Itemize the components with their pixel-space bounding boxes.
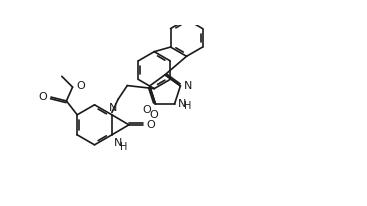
Text: O: O [142,105,151,115]
Text: O: O [150,110,158,120]
Text: O: O [39,92,47,102]
Text: H: H [120,142,128,152]
Text: N: N [184,81,193,91]
Text: O: O [76,81,85,91]
Text: N: N [114,138,123,148]
Text: H: H [184,101,191,111]
Text: N: N [178,99,187,109]
Text: N: N [109,103,117,112]
Text: O: O [146,120,155,130]
